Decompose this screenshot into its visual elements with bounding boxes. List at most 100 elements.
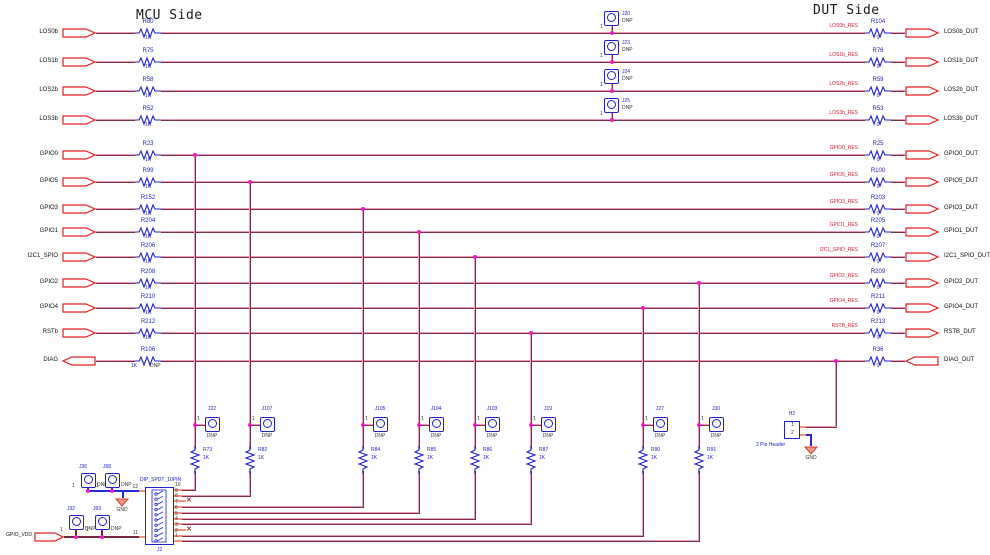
port-GPIO3_DUT[interactable] [905,203,940,215]
jumper-J20[interactable] [604,11,619,26]
header-ref: H2 [788,411,796,417]
resistor-R36[interactable] [865,355,891,367]
junction-dot [193,153,197,157]
resistor-R100[interactable] [865,176,891,188]
jumper-J25[interactable] [604,98,619,113]
port-LOS0b[interactable] [62,27,97,39]
resistor-R152[interactable] [135,203,161,215]
jumper-J30[interactable] [709,417,724,432]
resistor-R52[interactable] [135,114,161,126]
port-LOS1b[interactable] [62,56,97,68]
resistor-R90[interactable] [637,446,649,474]
port-GPIO4_DUT[interactable] [905,302,940,314]
resistor-R86[interactable] [469,446,481,474]
resistor-R91[interactable] [693,446,705,474]
port-DIAG[interactable] [61,355,96,367]
jumper-J19[interactable] [541,417,556,432]
port-I2C1_SPIO_DUT[interactable] [905,251,940,263]
port-GPIO1_DUT[interactable] [905,226,940,238]
port-LOS3b_DUT[interactable] [905,114,940,126]
pin-number: 9 [175,488,178,494]
jumper-pad-icon [607,13,616,23]
port-label-LOS1b: LOS1b [39,58,58,64]
resistor-R99[interactable] [135,176,161,188]
jumper-J107[interactable] [260,417,275,432]
mcu-side-title: MCU Side [136,8,203,23]
junction-dot [361,207,365,211]
jumper-J23[interactable] [604,40,619,55]
resistor-value: 1K [144,35,152,41]
port-GPIO0[interactable] [62,149,97,161]
port-LOS3b[interactable] [62,114,97,126]
jumper-J105[interactable] [373,417,388,432]
port-GPIO2_DUT[interactable] [905,277,940,289]
jumper-J32[interactable] [68,515,84,530]
wire [891,360,905,362]
port-I2C1_SPIO[interactable] [62,251,97,263]
jumper-J27[interactable] [653,417,668,432]
wire [174,489,182,491]
resistor-R23[interactable] [135,149,161,161]
port-label-GPIO5_DUT: GPIO5_DUT [944,178,979,184]
port-GPIO_VDD[interactable] [34,531,65,543]
port-GPIO2[interactable] [62,277,97,289]
wire [474,257,476,520]
jumper-J104[interactable] [429,417,444,432]
dnp-label: DNP [622,18,633,24]
header-H2[interactable] [784,421,800,439]
port-LOS0b_DUT[interactable] [905,27,940,39]
resistor-R87[interactable] [525,446,537,474]
port-DIAG_DUT[interactable] [904,355,939,367]
resistor-R76[interactable] [865,56,891,68]
net-label-GPIO2_RES: GPIO2_RES [829,273,858,279]
port-LOS1b_DUT[interactable] [905,56,940,68]
jumper-J63[interactable] [94,515,110,530]
resistor-R213[interactable] [865,327,891,339]
resistor-R84[interactable] [357,446,369,474]
resistor-R75[interactable] [135,56,161,68]
port-GPIO3[interactable] [62,203,97,215]
resistor-R209[interactable] [865,277,891,289]
resistor-R207[interactable] [865,251,891,263]
resistor-R85[interactable] [413,446,425,474]
jumper-J24[interactable] [604,69,619,84]
resistor-R210[interactable] [135,302,161,314]
resistor-R73[interactable] [189,446,201,474]
junction-dot [110,489,114,493]
resistor-R205[interactable] [865,226,891,238]
resistor-R106[interactable] [135,355,161,367]
resistor-ref: R204 [140,218,156,224]
port-GPIO0_DUT[interactable] [905,149,940,161]
resistor-R208[interactable] [135,277,161,289]
port-GPIO1[interactable] [62,226,97,238]
jumper-J103[interactable] [485,417,500,432]
resistor-R82[interactable] [244,446,256,474]
port-RSTb[interactable] [62,327,97,339]
junction-dot [529,423,533,427]
port-RSTB_DUT[interactable] [905,327,940,339]
resistor-R53[interactable] [865,114,891,126]
jumper-J22[interactable] [205,417,220,432]
port-LOS2b_DUT[interactable] [905,85,940,97]
resistor-R80[interactable] [135,27,161,39]
resistor-R204[interactable] [135,226,161,238]
wire [96,208,135,210]
resistor-ref: R207 [870,243,886,249]
port-LOS2b[interactable] [62,85,97,97]
resistor-R211[interactable] [865,302,891,314]
resistor-R206[interactable] [135,251,161,263]
resistor-R203[interactable] [865,203,891,215]
resistor-R59[interactable] [865,85,891,97]
jumper-J68[interactable] [104,473,120,488]
resistor-R25[interactable] [865,149,891,161]
resistor-R58[interactable] [135,85,161,97]
resistor-R212[interactable] [135,327,161,339]
port-GPIO5_DUT[interactable] [905,176,940,188]
port-GPIO5[interactable] [62,176,97,188]
wire [891,119,905,121]
port-GPIO4[interactable] [62,302,97,314]
port-label-DIAG: DIAG [43,357,58,363]
resistor-R104[interactable] [865,27,891,39]
wire [96,154,135,156]
jumper-J36[interactable] [80,473,96,488]
